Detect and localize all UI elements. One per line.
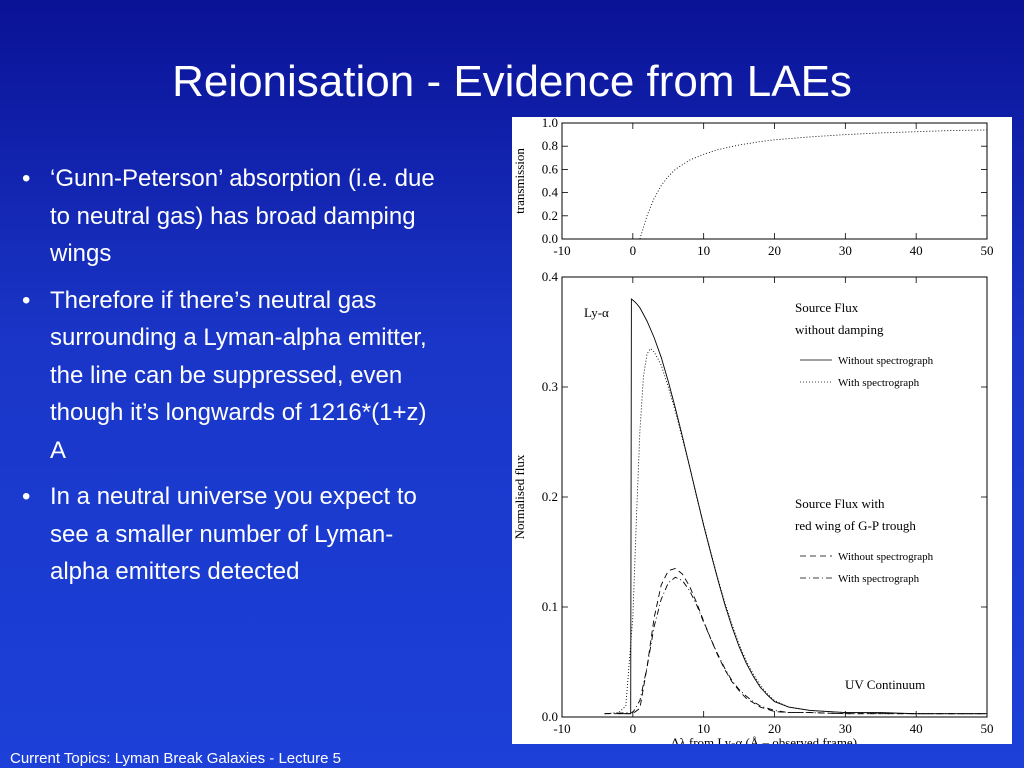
top-axis-ticks: -10 0 10 20 30 40 50 0.0 0.2 0.4 0.6 0.8 1.0 <box>542 117 994 258</box>
bottom-y-tick-label: 0.0 <box>542 709 558 724</box>
top-series-0-line <box>639 129 988 240</box>
top-x-tick-label: -10 <box>553 243 570 258</box>
bullet-item: • Therefore if there’s neutral gas surro… <box>22 282 442 470</box>
top-x-tick-label: 40 <box>910 243 923 258</box>
top-y-tick-label: 0.6 <box>542 161 559 176</box>
bullet-glyph: • <box>22 286 31 314</box>
bottom-axis-ticks: -10 0 10 20 30 40 50 0.0 0.1 0.2 0.3 0.4 <box>542 269 994 736</box>
top-x-tick-label: 20 <box>768 243 781 258</box>
top-x-tick-label: 0 <box>630 243 637 258</box>
bullet-item: • ‘Gunn-Peterson’ absorption (i.e. due t… <box>22 160 442 273</box>
top-y-tick-label: 0.2 <box>542 208 558 223</box>
bottom-y-tick-label: 0.2 <box>542 489 558 504</box>
bullet-glyph: • <box>22 483 31 510</box>
legend-group1-series2: With spectrograph <box>838 377 920 389</box>
figure-svg: transmission -10 0 10 20 30 40 50 0.0 0.2 0.4 0.6 0… <box>512 117 994 744</box>
lya-annotation: Ly-α <box>584 305 609 320</box>
bottom-x-axis-label: Δλ from Ly-α (Å – observed frame) <box>671 735 857 744</box>
bottom-series-0-line <box>618 298 987 715</box>
bullet-glyph: • <box>22 165 31 192</box>
top-x-tick-label: 50 <box>981 243 994 258</box>
group1-title-line1: Source Flux <box>795 300 859 315</box>
bottom-x-tick-label: 50 <box>981 721 994 736</box>
bottom-y-tick-label: 0.4 <box>542 269 559 284</box>
footer-text: Current Topics: Lyman Break Galaxies - L… <box>10 750 341 767</box>
top-y-axis-label: transmission <box>512 148 527 214</box>
legend-group1-series1: Without spectrograph <box>838 355 934 367</box>
top-y-tick-label: 0.8 <box>542 138 558 153</box>
group2-title-line2: red wing of G-P trough <box>795 518 916 533</box>
bottom-y-axis-label: Normalised flux <box>512 454 527 539</box>
bottom-x-tick-label: 40 <box>910 721 923 736</box>
top-y-tick-label: 1.0 <box>542 117 558 130</box>
top-series-group <box>639 129 988 240</box>
bottom-y-tick-label: 0.3 <box>542 379 558 394</box>
legend-group2-series1: Without spectrograph <box>838 551 934 563</box>
bottom-x-tick-label: 20 <box>768 721 781 736</box>
bottom-x-tick-label: 10 <box>697 721 710 736</box>
bottom-plot-frame <box>561 276 988 718</box>
bottom-x-tick-label: 0 <box>630 721 637 736</box>
legend-group2-series2: With spectrograph <box>838 573 920 585</box>
top-y-tick-label: 0.0 <box>542 231 558 246</box>
group2-title-line1: Source Flux with <box>795 496 885 511</box>
top-y-tick-label: 0.4 <box>542 185 559 200</box>
group1-title-line2: without damping <box>795 322 884 337</box>
bottom-series-3-line <box>604 576 987 715</box>
bottom-x-tick-label: -10 <box>553 721 570 736</box>
bullet-text: Therefore if there’s neutral gas surroun… <box>50 286 427 464</box>
top-x-tick-label: 10 <box>697 243 710 258</box>
bottom-series-2-line <box>604 568 987 715</box>
slide-title: Reionisation - Evidence from LAEs <box>172 57 852 106</box>
figure-panel: transmission -10 0 10 20 30 40 50 0.0 0.2 0.4 0.6 0… <box>512 117 1012 744</box>
bullet-item: • In a neutral universe you expect to se… <box>22 478 442 591</box>
top-x-tick-label: 30 <box>839 243 852 258</box>
uv-continuum-annotation: UV Continuum <box>845 677 925 692</box>
bullet-text: ‘Gunn-Peterson’ absorption (i.e. due to … <box>50 165 435 267</box>
bottom-x-tick-label: 30 <box>839 721 852 736</box>
bullet-list: • ‘Gunn-Peterson’ absorption (i.e. due t… <box>22 160 442 600</box>
bottom-series-group <box>604 298 987 715</box>
bottom-y-tick-label: 0.1 <box>542 599 558 614</box>
bullet-text: In a neutral universe you expect to see … <box>50 483 417 585</box>
top-plot-frame <box>561 122 988 240</box>
